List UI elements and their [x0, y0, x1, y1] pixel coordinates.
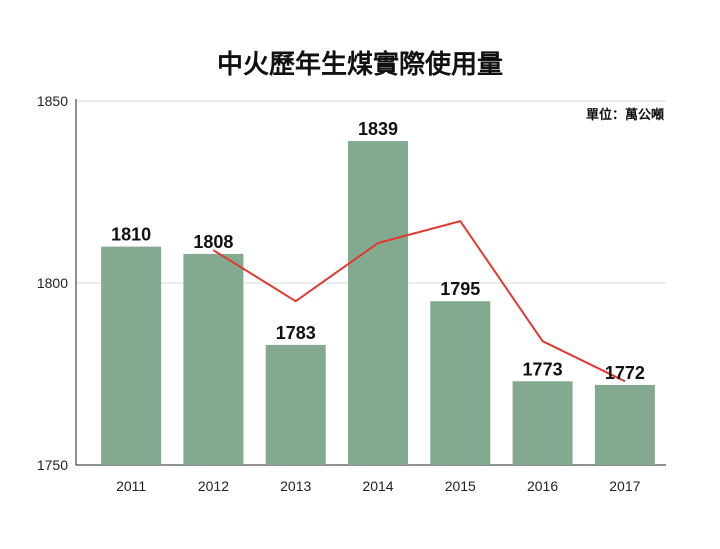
chart-title: 中火歷年生煤實際使用量 — [216, 50, 503, 80]
x-tick-label: 2016 — [527, 478, 558, 494]
x-tick-label: 2012 — [198, 478, 229, 494]
x-tick-label: 2014 — [362, 478, 393, 494]
data-label: 1810 — [111, 225, 151, 245]
data-label: 1772 — [605, 363, 645, 383]
bar — [348, 141, 408, 466]
x-tick-label: 2011 — [116, 478, 146, 494]
y-tick-label: 1850 — [37, 93, 68, 109]
bar — [183, 253, 244, 465]
data-label: 1783 — [276, 323, 316, 343]
bar — [594, 384, 655, 465]
x-tick-label: 2013 — [280, 478, 311, 494]
trend-line — [212, 219, 626, 383]
bar — [512, 381, 573, 465]
data-label: 1839 — [358, 119, 398, 139]
x-tick-label: 2015 — [445, 478, 476, 494]
y-tick-label: 1800 — [37, 275, 68, 291]
bar — [265, 344, 326, 465]
data-label: 1795 — [440, 279, 480, 299]
y-tick-label: 1750 — [37, 457, 68, 473]
bar — [430, 301, 491, 465]
x-tick-label: 2017 — [609, 478, 640, 494]
bar — [101, 246, 162, 465]
unit-note: 單位：萬公噸 — [585, 108, 664, 123]
data-label: 1808 — [193, 232, 233, 252]
data-label: 1773 — [523, 359, 563, 379]
